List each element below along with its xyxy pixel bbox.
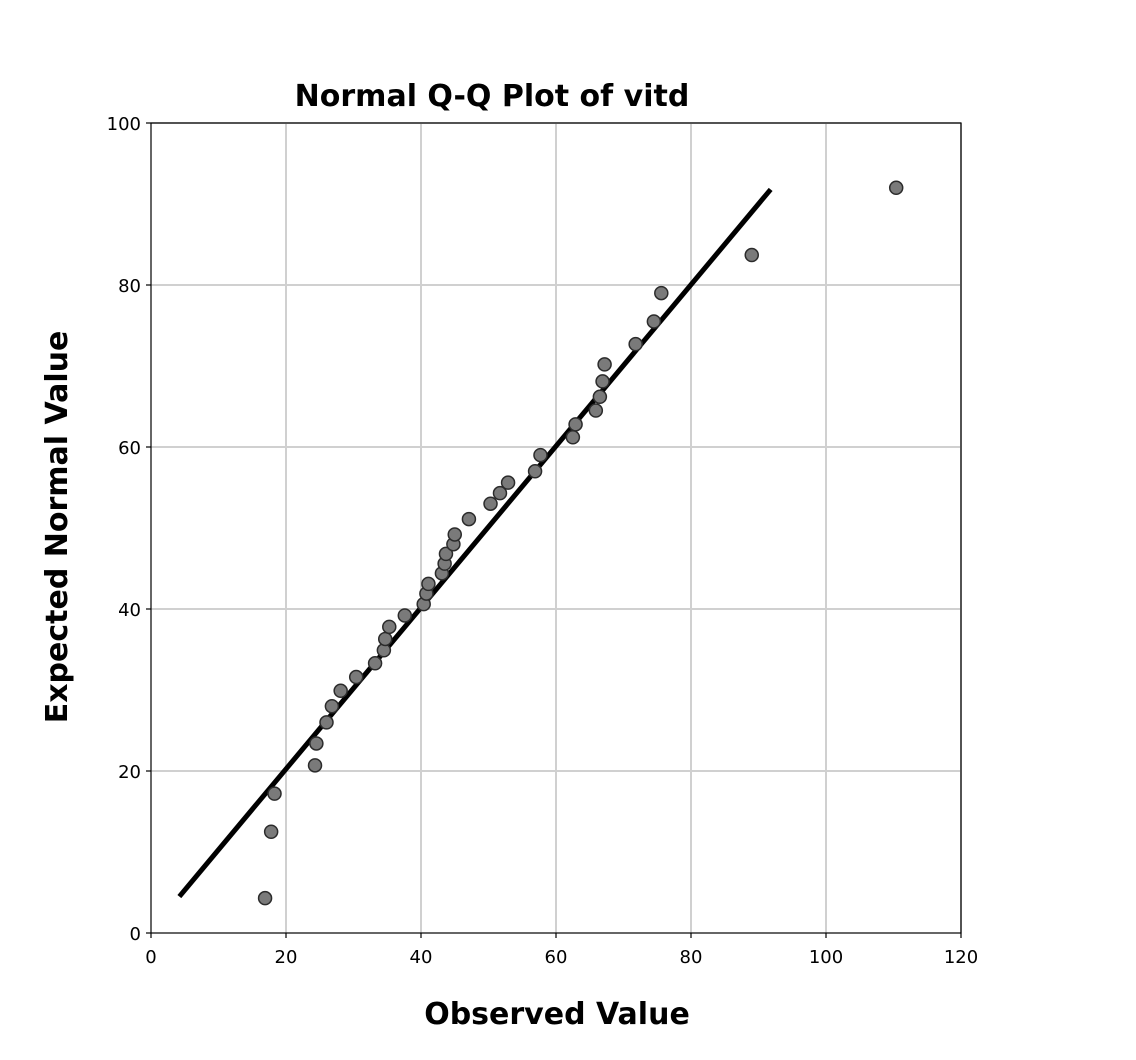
x-tick-label: 80	[680, 947, 703, 968]
data-point	[592, 389, 608, 405]
x-tick-label: 120	[944, 947, 978, 968]
data-point	[267, 786, 282, 801]
y-tick-label: 0	[130, 924, 141, 945]
data-point	[263, 824, 279, 839]
data-point	[492, 485, 508, 501]
y-tick-label: 100	[107, 114, 141, 135]
x-tick-label: 20	[275, 947, 298, 968]
data-point	[319, 715, 334, 730]
data-point	[377, 631, 393, 647]
y-axis-title: Expected Normal Value	[40, 331, 75, 724]
data-point	[333, 683, 348, 699]
data-point	[595, 374, 610, 389]
data-point	[654, 285, 669, 301]
data-point	[565, 430, 581, 445]
data-point	[628, 336, 643, 352]
reference-line	[177, 187, 773, 899]
data-point	[461, 511, 477, 527]
data-point	[309, 736, 324, 751]
data-point	[744, 247, 759, 263]
y-tick-label: 60	[118, 438, 141, 459]
data-point	[307, 758, 323, 773]
x-tick-label: 0	[145, 947, 156, 968]
y-tick-label: 40	[118, 600, 141, 621]
y-tick-label: 80	[118, 276, 141, 297]
y-tick-label: 20	[118, 762, 141, 783]
data-point	[397, 608, 413, 623]
data-point	[646, 314, 662, 329]
data-point	[597, 357, 612, 372]
data-point	[483, 496, 498, 511]
axis-ticks: 0 20 40 60 80 100 120 0 20 40 60 80 100	[107, 114, 979, 968]
data-point	[533, 447, 548, 463]
x-tick-label: 100	[809, 947, 843, 968]
data-point	[257, 890, 273, 906]
data-point	[421, 576, 436, 592]
data-point	[382, 619, 397, 635]
data-point	[367, 656, 383, 671]
data-points	[257, 180, 904, 906]
chart-title: Normal Q-Q Plot of vitd	[295, 79, 690, 114]
data-point	[348, 669, 364, 685]
data-point	[324, 698, 340, 714]
x-axis-title: Observed Value	[424, 997, 690, 1032]
data-point	[568, 417, 583, 432]
data-point	[500, 475, 516, 490]
data-point	[447, 527, 462, 542]
grid	[151, 122, 962, 933]
x-tick-label: 40	[410, 947, 433, 968]
data-point	[527, 464, 543, 479]
x-tick-label: 60	[545, 947, 568, 968]
data-point	[888, 180, 904, 196]
data-point	[588, 403, 604, 418]
data-point	[438, 546, 454, 562]
